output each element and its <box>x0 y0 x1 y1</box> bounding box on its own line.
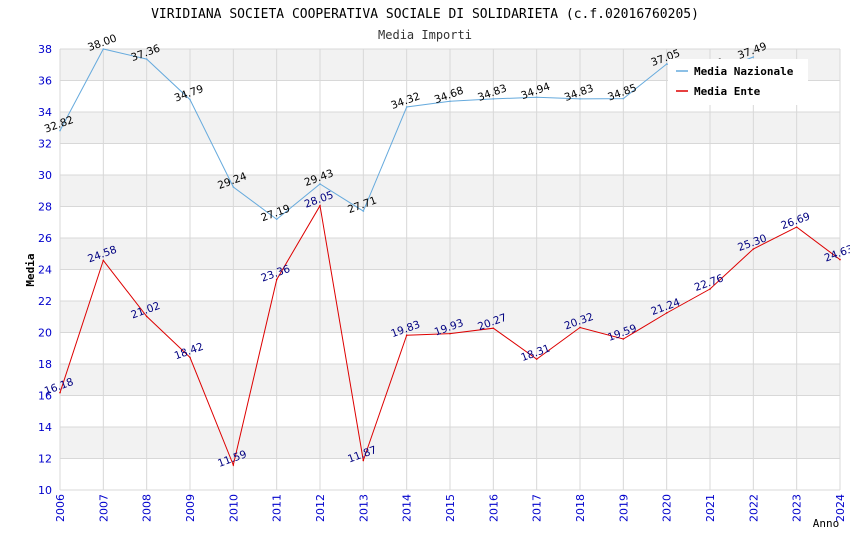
data-point <box>535 96 538 98</box>
data-point <box>535 358 538 360</box>
data-point <box>405 334 408 336</box>
x-tick-label: 2006 <box>54 494 67 522</box>
legend: Media Nazionale Media Ente <box>668 59 808 105</box>
data-point <box>752 248 755 250</box>
data-point <box>189 356 191 359</box>
data-point <box>145 315 148 318</box>
data-point <box>579 326 581 329</box>
x-tick-label: 2014 <box>401 494 414 522</box>
data-point <box>362 459 365 462</box>
data-point <box>319 183 321 185</box>
gridlines <box>59 48 841 491</box>
x-tick-label: 2024 <box>834 494 847 522</box>
x-tick-label: 2023 <box>791 494 804 522</box>
data-point <box>405 106 408 108</box>
x-tick-label: 2013 <box>357 494 370 522</box>
y-tick-label: 26 <box>38 232 52 245</box>
data-point <box>102 259 105 262</box>
y-tick-label: 12 <box>38 453 52 466</box>
x-tick-labels: 2006 2007 2008 2009 2010 2011 2012 2013 2014 2015… <box>54 494 847 522</box>
data-point <box>275 218 278 221</box>
x-tick-label: 2008 <box>141 494 154 522</box>
y-tick-label: 30 <box>38 169 52 182</box>
y-tick-label: 32 <box>38 138 52 151</box>
data-point <box>59 129 61 132</box>
y-tick-label: 10 <box>38 484 52 497</box>
data-point <box>709 288 711 290</box>
data-point <box>795 226 798 228</box>
legend-label-media-nazionale: Media Nazionale <box>694 65 794 78</box>
data-point <box>665 63 668 65</box>
x-tick-label: 2018 <box>574 494 587 522</box>
x-tick-label: 2017 <box>531 494 544 522</box>
data-point <box>102 48 105 50</box>
x-tick-label: 2012 <box>314 494 327 522</box>
x-axis-label: Anno <box>813 517 840 530</box>
data-point <box>189 98 191 101</box>
data-point <box>492 327 495 330</box>
data-point <box>449 100 451 103</box>
x-tick-label: 2022 <box>747 494 760 522</box>
data-point <box>622 97 625 100</box>
legend-label-media-ente: Media Ente <box>694 85 761 98</box>
x-tick-label: 2016 <box>487 494 500 522</box>
x-tick-label: 2021 <box>704 494 717 522</box>
chart-subtitle: Media Importi <box>378 28 472 42</box>
y-tick-label: 24 <box>38 264 52 277</box>
legend-background <box>668 59 808 105</box>
y-tick-label: 18 <box>38 358 52 371</box>
data-point <box>449 332 451 335</box>
y-tick-label: 36 <box>38 75 52 88</box>
x-tick-label: 2019 <box>617 494 630 522</box>
series-lines <box>59 48 841 467</box>
data-point <box>59 391 61 394</box>
data-point <box>275 278 278 281</box>
x-tick-label: 2009 <box>184 494 197 522</box>
x-tick-label: 2010 <box>227 494 240 522</box>
y-tick-label: 16 <box>38 390 52 403</box>
data-point <box>579 98 581 100</box>
data-point <box>232 186 235 188</box>
y-tick-label: 38 <box>38 43 52 56</box>
data-point <box>362 210 365 212</box>
data-point <box>622 338 625 340</box>
y-tick-labels: 10 12 14 16 18 20 22 24 26 28 30 32 34 36 38 <box>38 43 52 497</box>
data-point <box>232 464 235 466</box>
data-point <box>492 98 495 100</box>
data-point <box>752 56 755 58</box>
chart-title: VIRIDIANA SOCIETA COOPERATIVA SOCIALE DI… <box>151 7 699 22</box>
x-tick-label: 2020 <box>661 494 674 522</box>
y-tick-label: 22 <box>38 295 52 308</box>
x-tick-label: 2011 <box>271 494 284 522</box>
data-point <box>145 58 148 60</box>
data-point <box>319 204 321 207</box>
y-axis-label: Media <box>24 253 37 286</box>
y-tick-label: 20 <box>38 327 52 340</box>
y-tick-label: 14 <box>38 421 52 434</box>
x-tick-label: 2015 <box>444 494 457 522</box>
y-tick-label: 34 <box>38 106 52 119</box>
x-tick-label: 2007 <box>97 494 110 522</box>
data-point <box>839 258 841 261</box>
data-point <box>665 312 668 314</box>
y-tick-label: 28 <box>38 201 52 214</box>
